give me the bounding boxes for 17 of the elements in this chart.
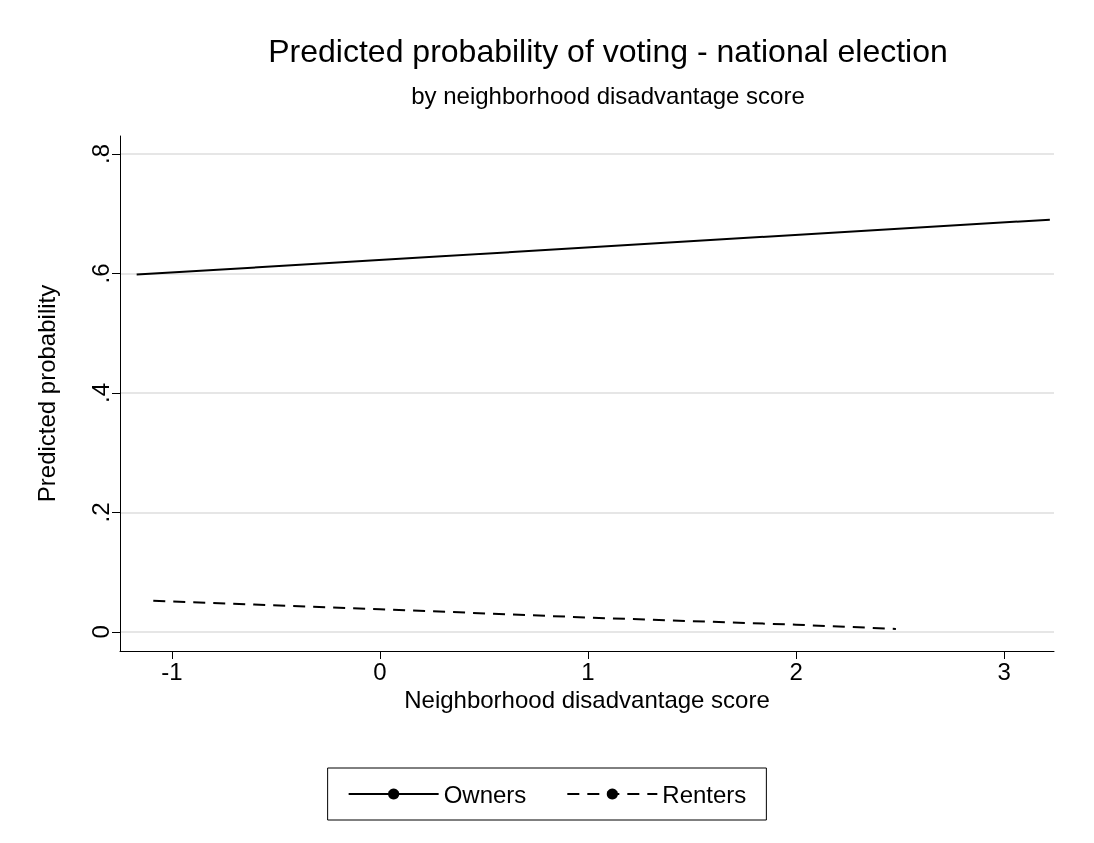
chart-subtitle: by neighborhood disadvantage score	[411, 81, 805, 109]
legend-label: Owners	[443, 780, 527, 808]
y-tick-label: 0	[86, 625, 114, 639]
line-series	[152, 599, 897, 630]
y-tick-label: .4	[86, 382, 114, 403]
x-tick-label: 2	[789, 657, 803, 685]
x-tick-label: 1	[581, 657, 595, 685]
y-tick-label: .6	[86, 263, 114, 284]
x-tick-label: 0	[373, 657, 387, 685]
x-axis-title: Neighborhood disadvantage score	[404, 686, 770, 714]
x-tick-label: -1	[161, 657, 183, 685]
x-tick-label: 3	[997, 657, 1011, 685]
y-axis-title: Predicted probability	[32, 284, 60, 503]
legend-label: Renters	[662, 780, 747, 808]
y-tick-label: .2	[86, 502, 114, 523]
y-tick-label: .8	[86, 143, 114, 164]
chart-title: Predicted probability of voting - national election	[268, 33, 948, 69]
